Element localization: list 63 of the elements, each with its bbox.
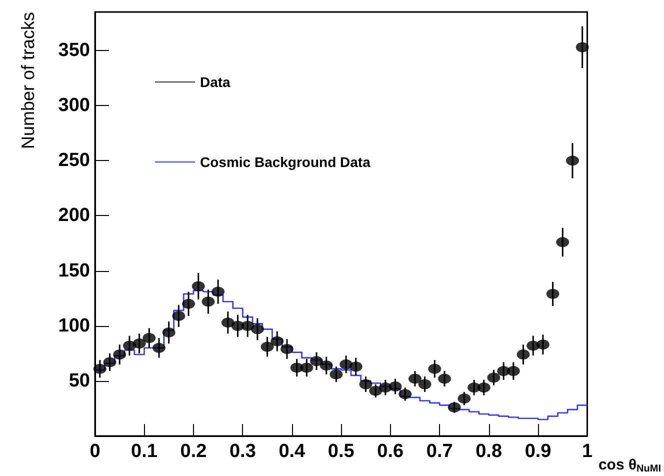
point	[152, 342, 166, 353]
point	[556, 237, 570, 248]
point	[418, 379, 432, 390]
x-tick-label: 0.1	[131, 441, 158, 462]
point	[260, 342, 274, 352]
point	[408, 374, 422, 384]
point	[221, 318, 234, 328]
point	[349, 362, 362, 372]
point	[192, 281, 205, 292]
point	[320, 360, 333, 371]
x-tick-label: 0.8	[476, 441, 502, 462]
point	[182, 298, 196, 309]
point	[280, 344, 294, 354]
x-tick-label: 0.9	[524, 441, 552, 462]
x-tick-label: 0.5	[328, 441, 355, 462]
y-tick-label: 50	[68, 370, 90, 392]
point	[428, 364, 442, 374]
point	[546, 288, 560, 299]
y-tick-label: 300	[58, 95, 90, 116]
point	[448, 402, 461, 412]
x-tick-label: 0.6	[377, 441, 404, 462]
point	[487, 372, 500, 383]
y-tick-label: 100	[58, 315, 90, 336]
point	[113, 350, 126, 360]
point	[566, 156, 579, 166]
point	[310, 356, 324, 366]
y-tick-label: 150	[58, 260, 90, 282]
point	[142, 332, 156, 343]
point	[398, 389, 412, 400]
point	[202, 296, 215, 307]
x-tick-label: 0.7	[426, 441, 453, 462]
point	[132, 338, 146, 348]
x-tick-label: 1	[582, 441, 593, 462]
point	[250, 324, 264, 334]
x-tick-label: 0.4	[278, 441, 306, 462]
y-tick-label: 250	[58, 150, 90, 172]
point	[93, 364, 106, 374]
point	[241, 320, 254, 331]
y-axis-title: Number of tracks	[18, 12, 38, 150]
x-tick-label: 0.3	[229, 441, 256, 462]
point	[516, 350, 530, 360]
point	[162, 327, 176, 338]
point	[458, 394, 471, 404]
point	[477, 382, 490, 393]
y-tick-label: 200	[58, 205, 90, 226]
point	[576, 42, 589, 52]
legend-label: Data	[200, 74, 231, 90]
point	[438, 374, 451, 384]
point	[359, 379, 372, 390]
x-tick-label: 0.2	[180, 441, 207, 462]
point	[300, 362, 314, 373]
point	[212, 286, 225, 297]
point	[369, 386, 382, 396]
point	[270, 336, 284, 346]
point	[506, 366, 520, 376]
point	[536, 340, 550, 350]
point	[103, 357, 116, 368]
point	[388, 381, 402, 392]
point	[172, 310, 186, 321]
y-tick-label: 350	[58, 40, 90, 62]
point	[330, 369, 343, 380]
legend-label: Cosmic Background Data	[200, 154, 371, 170]
x-tick-label: 0	[90, 441, 100, 462]
